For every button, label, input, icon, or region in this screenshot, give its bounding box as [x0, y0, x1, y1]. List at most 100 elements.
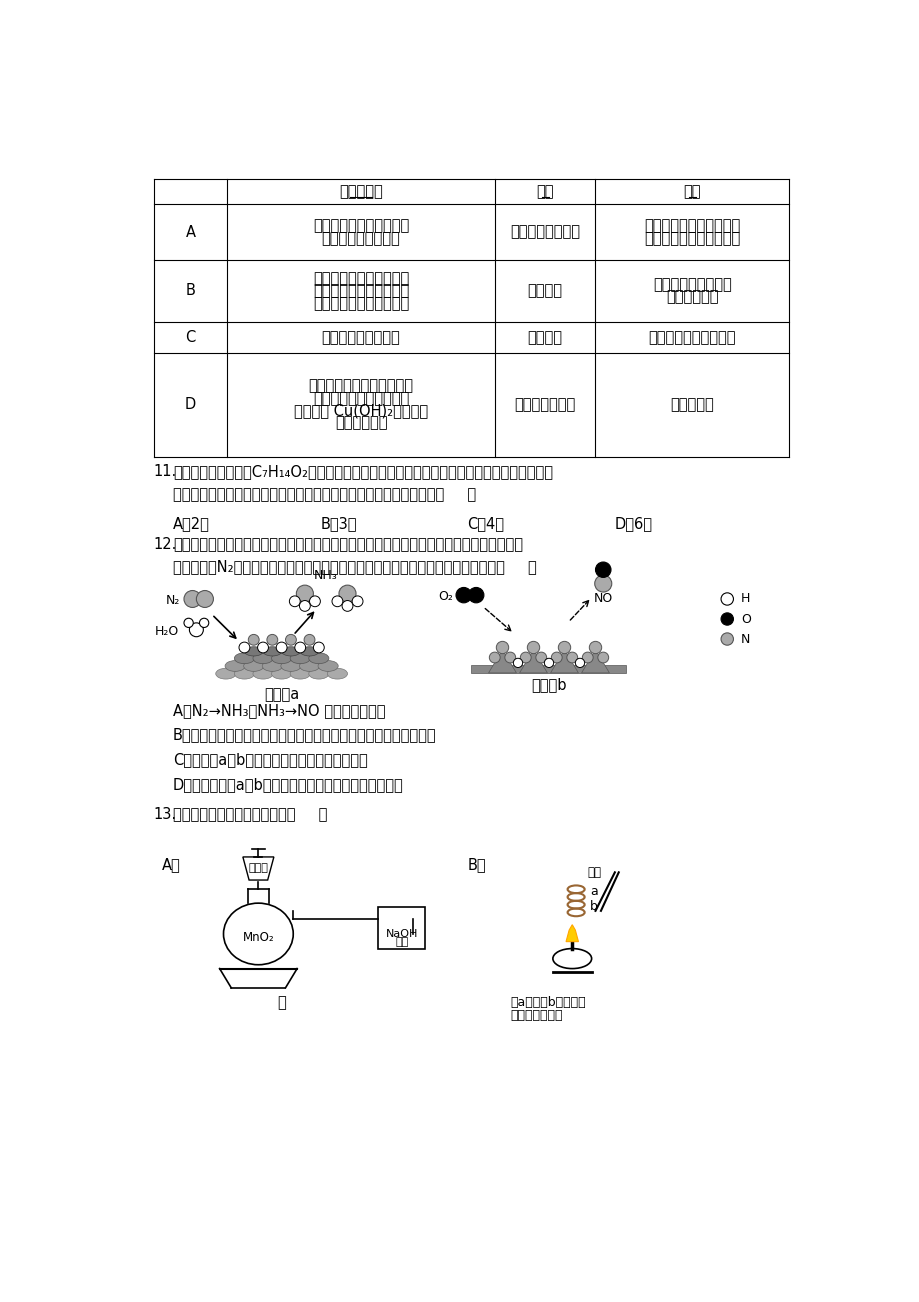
Circle shape — [276, 642, 287, 652]
Text: D: D — [185, 397, 196, 411]
Text: 加入新制 Cu(OH)₂悬浊液，: 加入新制 Cu(OH)₂悬浊液， — [294, 404, 427, 418]
Circle shape — [505, 652, 516, 663]
Text: 向苯中加溴水，振荡: 向苯中加溴水，振荡 — [322, 329, 400, 345]
Circle shape — [595, 562, 610, 577]
Text: MnO₂: MnO₂ — [243, 931, 274, 944]
Text: 到铜丝由黑变红: 到铜丝由黑变红 — [510, 1009, 562, 1022]
Text: a: a — [589, 885, 597, 898]
Ellipse shape — [280, 660, 301, 672]
Circle shape — [720, 633, 732, 646]
Text: NaOH: NaOH — [385, 928, 417, 939]
Circle shape — [304, 634, 314, 646]
Circle shape — [184, 591, 201, 608]
Ellipse shape — [327, 668, 347, 680]
Text: 在催化剂存在的条件下，: 在催化剂存在的条件下， — [312, 271, 409, 286]
Text: 催化剂a: 催化剂a — [264, 687, 299, 703]
Text: 石蜡油的分解产物中: 石蜡油的分解产物中 — [652, 277, 731, 293]
Polygon shape — [519, 650, 547, 673]
Circle shape — [299, 600, 310, 612]
Circle shape — [597, 652, 608, 663]
Text: 苯与溴水发生取代反应: 苯与溴水发生取代反应 — [648, 329, 735, 345]
Circle shape — [495, 642, 508, 654]
Text: O: O — [741, 612, 750, 625]
Text: 溶液: 溶液 — [394, 937, 408, 948]
Ellipse shape — [281, 647, 300, 656]
Text: 向蔗糖溶液中加入稀硫酸，: 向蔗糖溶液中加入稀硫酸， — [308, 379, 414, 393]
Circle shape — [720, 592, 732, 605]
Polygon shape — [565, 924, 578, 941]
Ellipse shape — [300, 647, 319, 656]
Text: 甲: 甲 — [277, 996, 286, 1010]
Text: 11.: 11. — [153, 465, 176, 479]
Ellipse shape — [289, 668, 310, 680]
Circle shape — [558, 642, 570, 654]
Text: 结论: 结论 — [683, 184, 700, 199]
Ellipse shape — [253, 652, 273, 664]
Ellipse shape — [289, 652, 310, 664]
Text: 水浴加热一段时间后，再: 水浴加热一段时间后，再 — [312, 391, 409, 406]
Text: 操作和现象: 操作和现象 — [339, 184, 382, 199]
Text: C: C — [186, 329, 196, 345]
Circle shape — [196, 591, 213, 608]
Text: A．: A． — [162, 857, 180, 872]
Text: 12.: 12. — [153, 538, 177, 552]
Text: 含有不饱和烃: 含有不饱和烃 — [665, 289, 718, 305]
Polygon shape — [488, 650, 516, 673]
Text: N₂: N₂ — [165, 594, 180, 607]
Circle shape — [285, 634, 296, 646]
Text: D．使用催化剂a、b均可以提高单位时间内生成物的产量: D．使用催化剂a、b均可以提高单位时间内生成物的产量 — [173, 777, 403, 792]
Text: 有机物甲的分子式为C₇H₁₄O₂，在酸性条件下，甲水解为乙和丙两种有机物；在相同的温度和: 有机物甲的分子式为C₇H₁₄O₂，在酸性条件下，甲水解为乙和丙两种有机物；在相同… — [173, 465, 552, 479]
Circle shape — [313, 642, 323, 652]
Text: 石蜡油加强热生成的气体: 石蜡油加强热生成的气体 — [312, 284, 409, 298]
Text: H: H — [741, 592, 750, 605]
Polygon shape — [550, 650, 578, 673]
Ellipse shape — [263, 647, 281, 656]
Ellipse shape — [244, 647, 263, 656]
Ellipse shape — [234, 668, 255, 680]
Circle shape — [189, 622, 203, 637]
Circle shape — [535, 652, 546, 663]
Text: 现象: 现象 — [536, 184, 553, 199]
Text: 溶液褪色: 溶液褪色 — [528, 284, 562, 298]
Bar — [378, 907, 425, 949]
Text: A．2种: A．2种 — [173, 517, 210, 531]
Circle shape — [248, 634, 259, 646]
Ellipse shape — [271, 652, 291, 664]
Text: D．6种: D．6种 — [614, 517, 652, 531]
Circle shape — [520, 652, 530, 663]
Text: C．催化剂a、b表面均发生了极性共价键的断裂: C．催化剂a、b表面均发生了极性共价键的断裂 — [173, 753, 368, 767]
Text: 下列实验能达到预期目的的是（     ）: 下列实验能达到预期目的的是（ ） — [173, 807, 327, 822]
Circle shape — [267, 634, 278, 646]
Bar — [471, 665, 626, 673]
Circle shape — [257, 642, 268, 652]
Circle shape — [720, 613, 732, 625]
Text: H₂O: H₂O — [155, 625, 179, 638]
Circle shape — [294, 642, 305, 652]
Circle shape — [309, 596, 320, 607]
Circle shape — [199, 618, 209, 628]
Circle shape — [589, 642, 601, 654]
Text: 压强下，相等质量的乙和丙的蒸气所占体积相同。则甲的可能结构有（     ）: 压强下，相等质量的乙和丙的蒸气所占体积相同。则甲的可能结构有（ ） — [173, 487, 476, 503]
Text: N: N — [741, 633, 750, 646]
Text: 催化剂b: 催化剂b — [530, 677, 566, 693]
Circle shape — [468, 587, 483, 603]
Circle shape — [513, 659, 522, 668]
Text: NH₃: NH₃ — [313, 569, 337, 582]
Polygon shape — [581, 650, 608, 673]
Circle shape — [582, 652, 593, 663]
Text: A: A — [186, 224, 196, 240]
Text: B: B — [186, 284, 196, 298]
Text: 13.: 13. — [153, 807, 176, 822]
Ellipse shape — [225, 660, 245, 672]
Text: O₂: O₂ — [437, 590, 452, 603]
Text: 铜丝: 铜丝 — [587, 866, 601, 879]
Text: NO: NO — [593, 592, 612, 605]
Ellipse shape — [318, 660, 338, 672]
Circle shape — [289, 596, 300, 607]
Text: 浓盐酸: 浓盐酸 — [248, 863, 268, 874]
Circle shape — [352, 596, 363, 607]
Circle shape — [184, 618, 193, 628]
Circle shape — [456, 587, 471, 603]
Ellipse shape — [262, 660, 282, 672]
Circle shape — [566, 652, 577, 663]
